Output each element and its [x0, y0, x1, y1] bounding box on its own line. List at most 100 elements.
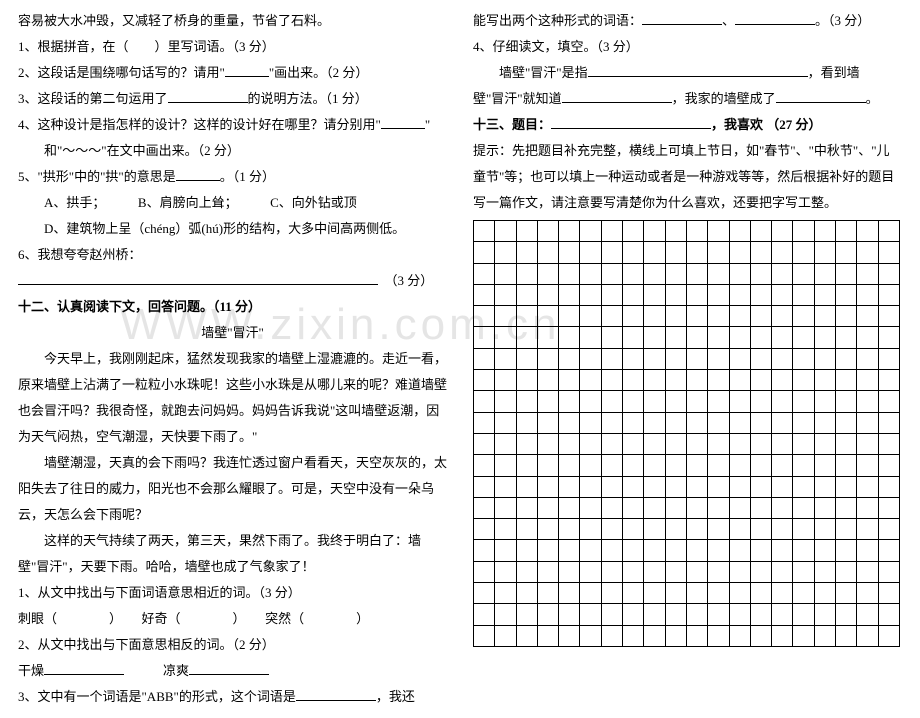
grid-cell — [729, 583, 750, 604]
grid-cell — [495, 604, 516, 625]
grid-cell — [772, 540, 793, 561]
grid-cell — [537, 583, 558, 604]
grid-cell — [814, 348, 835, 369]
reading-q3-part2: 能写出两个这种形式的词语：、。（3 分） — [473, 8, 902, 34]
grid-cell — [857, 263, 878, 284]
passage-12-p2: 墙壁潮湿，天真的会下雨吗？我连忙透过窗户看看天，天空灰灰的，太阳失去了往日的威力… — [18, 450, 447, 528]
grid-cell — [474, 561, 495, 582]
grid-cell — [537, 242, 558, 263]
grid-cell — [686, 561, 707, 582]
grid-cell — [686, 455, 707, 476]
grid-cell — [750, 540, 771, 561]
grid-cell — [686, 242, 707, 263]
grid-cell — [750, 583, 771, 604]
blank — [176, 168, 220, 181]
grid-cell — [665, 412, 686, 433]
grid-cell — [580, 306, 601, 327]
grid-cell — [665, 433, 686, 454]
grid-cell — [665, 625, 686, 646]
grid-cell — [686, 625, 707, 646]
q2-text-b: "画出来。（2 分） — [269, 65, 369, 80]
grid-cell — [623, 412, 644, 433]
grid-cell — [537, 348, 558, 369]
grid-cell — [729, 242, 750, 263]
grid-cell — [708, 284, 729, 305]
sec13-text-b: ，我喜欢 （27 分） — [711, 117, 822, 132]
grid-cell — [836, 370, 857, 391]
grid-cell — [772, 221, 793, 242]
blank — [642, 12, 722, 25]
grid-cell — [708, 519, 729, 540]
grid-cell — [537, 306, 558, 327]
grid-cell — [729, 221, 750, 242]
grid-cell — [772, 263, 793, 284]
grid-cell — [559, 625, 580, 646]
grid-cell — [516, 221, 537, 242]
grid-cell — [857, 370, 878, 391]
q4-text-b: " — [425, 117, 430, 132]
grid-cell — [580, 284, 601, 305]
section-13-heading: 十三、题目：，我喜欢 （27 分） — [473, 112, 902, 138]
reading-q4-line1: 墙壁"冒汗"是指，看到墙 — [473, 60, 902, 86]
right-column: 能写出两个这种形式的词语：、。（3 分） 4、仔细读文，填空。（3 分） 墙壁"… — [473, 8, 902, 710]
grid-cell — [878, 327, 899, 348]
grid-cell — [623, 561, 644, 582]
q1: 1、根据拼音，在（ ）里写词语。（3 分） — [18, 34, 447, 60]
grid-cell — [580, 327, 601, 348]
grid-cell — [814, 412, 835, 433]
grid-cell — [644, 519, 665, 540]
grid-cell — [537, 433, 558, 454]
grid-cell — [729, 455, 750, 476]
blank — [189, 662, 269, 675]
grid-cell — [750, 561, 771, 582]
grid-cell — [793, 221, 814, 242]
q6-tail: （3 分） — [391, 273, 433, 288]
grid-cell — [474, 391, 495, 412]
grid-cell — [793, 306, 814, 327]
grid-cell — [814, 370, 835, 391]
grid-cell — [793, 625, 814, 646]
grid-cell — [665, 583, 686, 604]
grid-cell — [857, 497, 878, 518]
grid-cell — [686, 284, 707, 305]
grid-cell — [665, 391, 686, 412]
grid-cell — [836, 242, 857, 263]
r4-text-a: 墙壁"冒汗"是指 — [499, 65, 588, 80]
grid-cell — [474, 242, 495, 263]
grid-cell — [772, 412, 793, 433]
grid-cell — [814, 221, 835, 242]
grid-cell — [878, 476, 899, 497]
grid-cell — [729, 306, 750, 327]
grid-cell — [495, 476, 516, 497]
writing-grid — [473, 220, 900, 647]
grid-cell — [495, 391, 516, 412]
grid-cell — [708, 497, 729, 518]
grid-cell — [665, 370, 686, 391]
grid-cell — [623, 221, 644, 242]
grid-cell — [495, 625, 516, 646]
grid-cell — [601, 433, 622, 454]
grid-cell — [580, 391, 601, 412]
r3-sep: 、 — [722, 13, 735, 28]
grid-cell — [474, 263, 495, 284]
blank — [381, 116, 425, 129]
grid-cell — [537, 540, 558, 561]
grid-cell — [836, 476, 857, 497]
grid-cell — [623, 455, 644, 476]
grid-cell — [601, 348, 622, 369]
grid-cell — [750, 327, 771, 348]
grid-cell — [495, 370, 516, 391]
grid-cell — [495, 561, 516, 582]
grid-cell — [644, 221, 665, 242]
grid-cell — [623, 583, 644, 604]
grid-cell — [516, 540, 537, 561]
grid-cell — [708, 583, 729, 604]
grid-cell — [729, 561, 750, 582]
grid-cell — [686, 348, 707, 369]
grid-cell — [516, 604, 537, 625]
grid-cell — [793, 370, 814, 391]
grid-cell — [516, 263, 537, 284]
grid-cell — [665, 497, 686, 518]
grid-cell — [559, 306, 580, 327]
grid-cell — [495, 242, 516, 263]
